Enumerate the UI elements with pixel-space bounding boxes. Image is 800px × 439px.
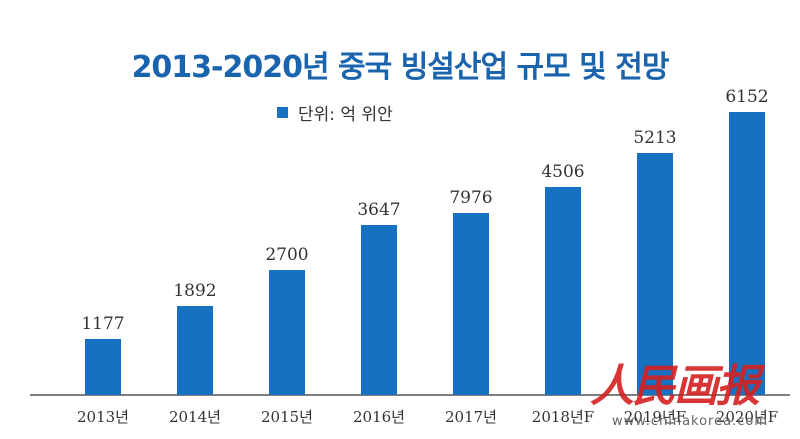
data-label-4: 7976 (449, 188, 492, 208)
watermark-logo: 人民画报 (590, 361, 760, 412)
data-label-2: 2700 (265, 245, 308, 265)
bar-5 (545, 187, 581, 395)
bar-1 (177, 306, 213, 395)
data-label-0: 1177 (81, 314, 124, 334)
chart-title: 2013-2020년 중국 빙설산업 규모 및 전망 (131, 50, 670, 85)
data-label-7: 6152 (725, 87, 768, 107)
x-tick-label-7: 2020년F (716, 408, 778, 426)
legend: 단위: 억 위안 (277, 100, 393, 125)
bar-4 (453, 213, 489, 395)
x-tick-label-5: 2018년F (532, 408, 594, 426)
bar-0 (85, 339, 121, 395)
watermark-url: www.chinakorea.com (612, 414, 768, 429)
legend-swatch (277, 107, 288, 118)
x-tick-label-3: 2016년 (353, 408, 405, 426)
bar-6 (637, 153, 673, 395)
x-tick-label-0: 2013년 (77, 408, 129, 426)
data-label-3: 3647 (357, 200, 400, 220)
bar-7 (729, 112, 765, 395)
data-label-5: 4506 (541, 162, 584, 182)
bar-3 (361, 225, 397, 395)
bar-2 (269, 270, 305, 395)
legend-label: 단위: 억 위안 (298, 105, 393, 125)
data-label-6: 5213 (633, 128, 676, 148)
data-label-1: 1892 (173, 281, 216, 301)
x-tick-label-4: 2017년 (445, 408, 497, 426)
x-tick-label-2: 2015년 (261, 408, 313, 426)
x-tick-label-1: 2014년 (169, 408, 221, 426)
x-tick-label-6: 2019년F (624, 408, 686, 426)
